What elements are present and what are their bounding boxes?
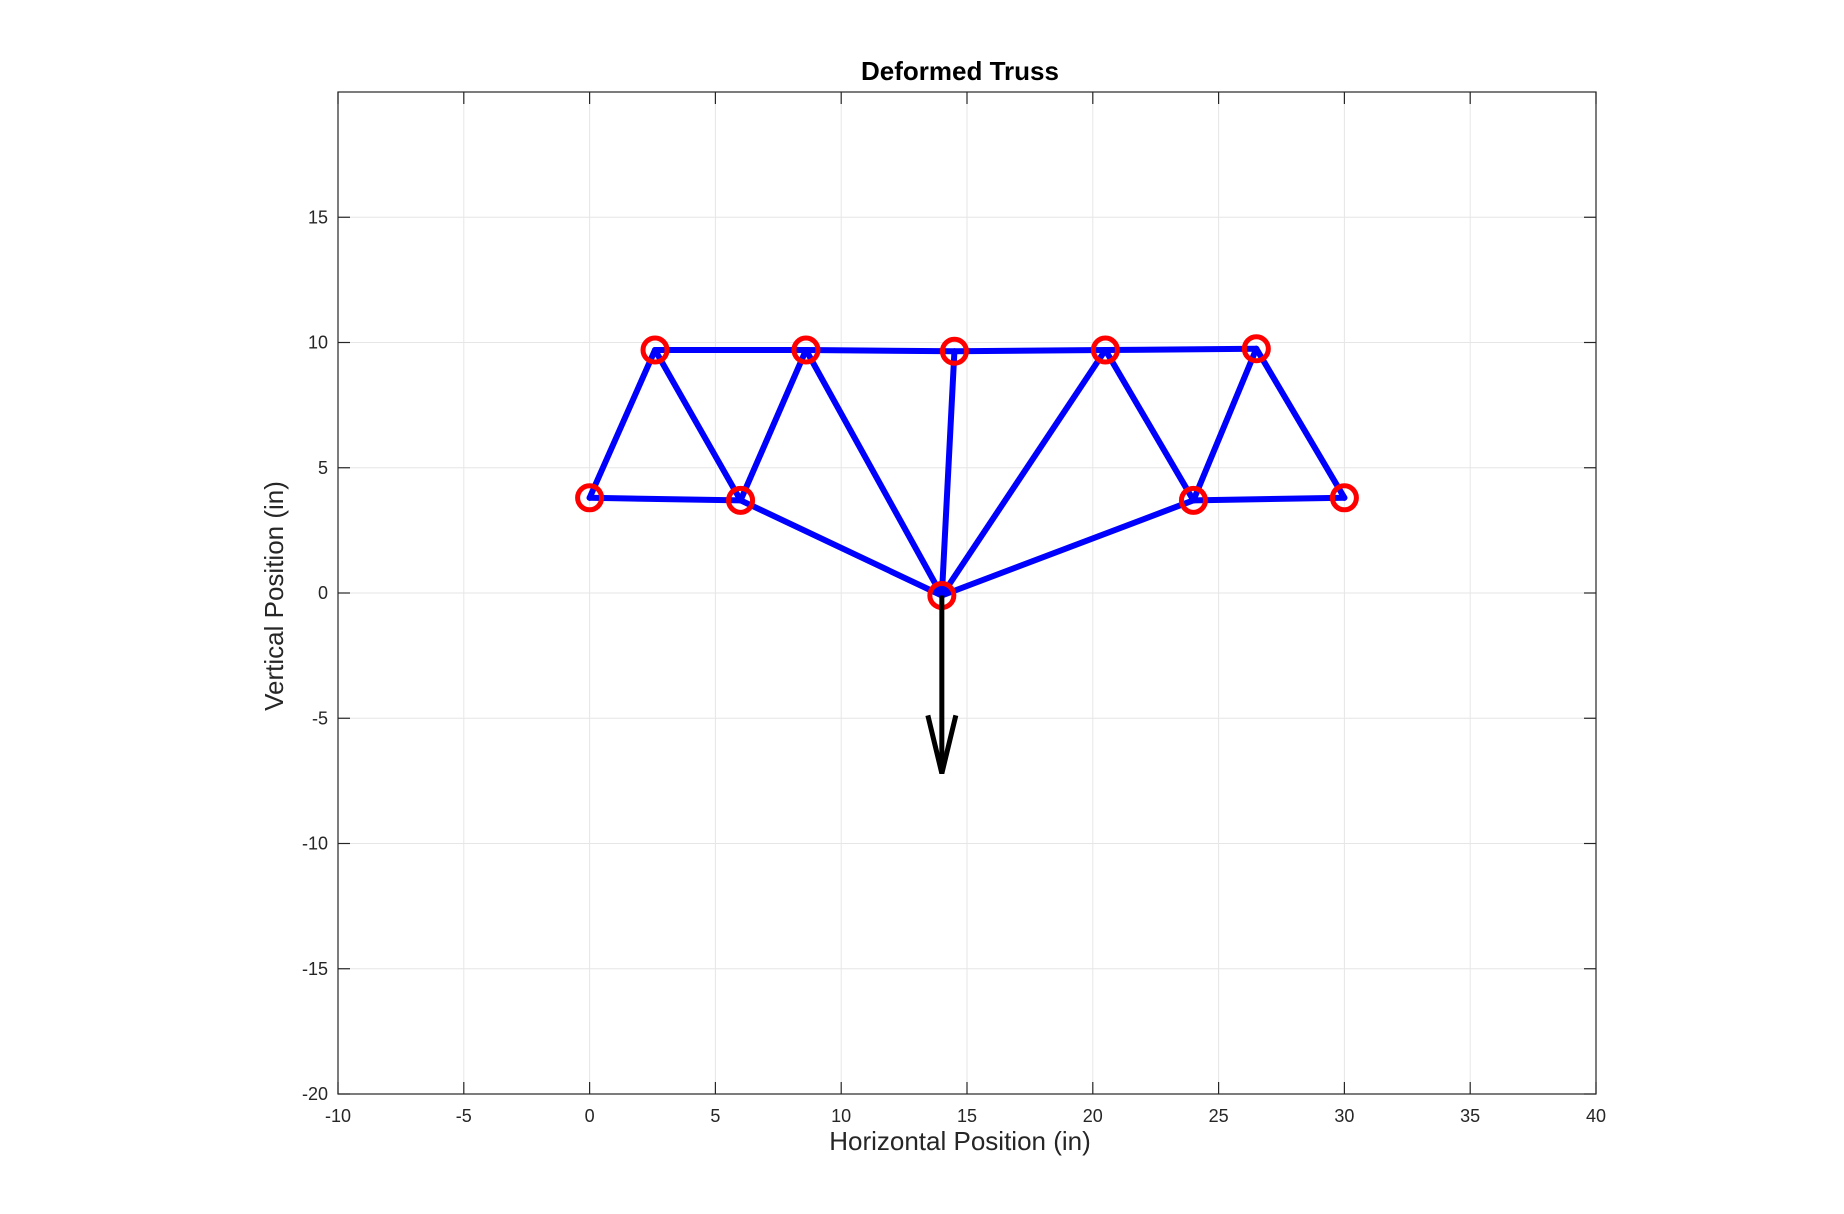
truss-member	[737, 497, 945, 599]
truss-member	[1102, 347, 1197, 504]
truss-node	[939, 336, 969, 366]
y-axis-label: Vertical Position (in)	[259, 481, 289, 711]
x-tick-label: 40	[1586, 1106, 1606, 1126]
x-tick-label: -5	[456, 1106, 472, 1126]
truss-node	[640, 335, 670, 365]
truss-member	[1102, 345, 1260, 354]
truss-member	[802, 347, 958, 355]
y-tick-label: -10	[302, 834, 328, 854]
y-tick-label: 5	[318, 458, 328, 478]
truss-node	[791, 335, 821, 365]
truss-member	[951, 347, 1109, 355]
chart-title: Deformed Truss	[861, 56, 1059, 86]
truss-node	[1090, 335, 1120, 365]
x-tick-label: 10	[831, 1106, 851, 1126]
truss-member	[802, 347, 945, 599]
y-tick-label: 15	[308, 207, 328, 227]
truss-member	[586, 494, 744, 504]
truss-member	[1190, 345, 1260, 504]
x-tick-label: 0	[585, 1106, 595, 1126]
truss-node	[1178, 485, 1208, 515]
load-arrow	[925, 595, 959, 774]
y-tick-label: 10	[308, 333, 328, 353]
x-tick-label: 30	[1334, 1106, 1354, 1126]
y-tick-label: -15	[302, 959, 328, 979]
truss-members	[586, 345, 1348, 599]
truss-node	[1241, 334, 1271, 364]
y-tick-label: -5	[312, 708, 328, 728]
truss-node	[1329, 483, 1359, 513]
axis-ticks	[337, 92, 1597, 1095]
x-tick-label: 35	[1460, 1106, 1480, 1126]
y-tick-label: 0	[318, 583, 328, 603]
x-tick-label: 5	[710, 1106, 720, 1126]
truss-member	[938, 347, 1109, 599]
truss-member	[938, 497, 1197, 599]
x-tick-label: -10	[325, 1106, 351, 1126]
truss-nodes	[575, 334, 1359, 611]
truss-member	[586, 347, 659, 501]
x-tick-label: 20	[1083, 1106, 1103, 1126]
truss-member	[938, 348, 958, 599]
truss-node	[575, 483, 605, 513]
truss-member	[652, 347, 744, 504]
load-arrow-head	[925, 714, 959, 774]
x-tick-labels: -10 -5 0 5 10 15 20 25 30 35 40	[325, 1106, 1606, 1126]
truss-member	[737, 347, 809, 504]
truss-member	[1190, 494, 1348, 504]
truss-node	[726, 485, 756, 515]
x-axis-label: Horizontal Position (in)	[829, 1126, 1091, 1156]
x-tick-label: 15	[957, 1106, 977, 1126]
y-tick-labels: -20 -15 -10 -5 0 5 10 15	[302, 207, 328, 1104]
x-tick-label: 25	[1209, 1106, 1229, 1126]
y-tick-label: -20	[302, 1084, 328, 1104]
truss-member	[1253, 345, 1348, 501]
